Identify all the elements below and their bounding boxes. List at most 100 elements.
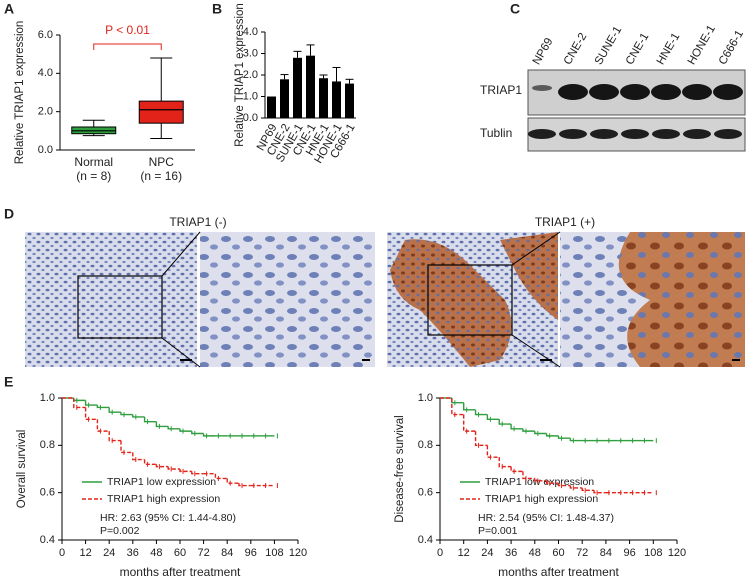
survival-step xyxy=(463,414,476,432)
y-axis-label: Relative TRIAP1 expression xyxy=(14,21,26,165)
survival-step xyxy=(96,405,110,409)
x-tick-label: 12 xyxy=(79,547,91,559)
western-blot xyxy=(527,69,746,152)
annotation: P < 0.01 xyxy=(105,23,150,37)
x-tick-label: 96 xyxy=(245,547,257,559)
annotation: P=0.001 xyxy=(478,525,518,537)
x-tick-label: 24 xyxy=(103,547,115,559)
band xyxy=(528,129,556,139)
survival-step xyxy=(155,464,169,468)
survival-step xyxy=(522,471,535,480)
bar xyxy=(306,55,315,118)
row-label: TRIAP1 xyxy=(480,83,522,97)
survival-step xyxy=(214,473,228,480)
significance-bracket xyxy=(93,43,162,50)
bar xyxy=(319,78,328,118)
y-tick-label: 1.0 xyxy=(40,392,55,404)
lane-label: HNE-1 xyxy=(655,31,683,67)
band xyxy=(620,84,650,100)
survival-step xyxy=(557,483,571,487)
bar xyxy=(293,57,302,118)
annotation: HR: 2.54 (95% CI: 1.48-4.37) xyxy=(478,512,614,524)
lane-label: CNE-2 xyxy=(562,31,590,67)
panel-label: C xyxy=(510,1,520,17)
survival-step xyxy=(486,414,500,420)
blot-bands xyxy=(528,84,743,139)
y-tick-label: 6.0 xyxy=(38,29,53,41)
survival-step xyxy=(202,433,216,437)
y-tick-label: 0.4 xyxy=(418,534,433,546)
survival-step xyxy=(463,402,476,411)
survival-step xyxy=(155,421,169,428)
inset-box xyxy=(427,264,513,336)
histology-image xyxy=(200,232,375,367)
survival-step xyxy=(557,435,571,439)
survival-step xyxy=(581,487,595,491)
stain-region xyxy=(500,232,558,320)
image-title: TRIAP1 (-) xyxy=(169,215,226,229)
y-tick-label: 1.0 xyxy=(243,90,258,102)
y-axis-label: Overall survival xyxy=(16,430,28,509)
y-tick-label: 0.8 xyxy=(418,439,433,451)
survival-step xyxy=(474,409,488,416)
x-tick-label: 60 xyxy=(552,547,564,559)
lane-label: CNE-1 xyxy=(624,31,652,67)
survival-step xyxy=(498,419,512,425)
panel-label: D xyxy=(4,206,14,222)
x-tick-label: 60 xyxy=(174,547,186,559)
x-tick-label: Normal xyxy=(74,155,113,169)
band xyxy=(590,129,618,139)
annotation: P=0.002 xyxy=(100,525,140,537)
x-tick-label: 120 xyxy=(289,547,307,559)
survival-step xyxy=(545,433,559,437)
band xyxy=(652,129,680,139)
band xyxy=(559,129,587,139)
survival-step xyxy=(143,416,157,423)
lane-label: HONE-1 xyxy=(686,23,718,67)
row-label: Tublin xyxy=(480,126,512,140)
y-tick-label: 0.8 xyxy=(40,439,55,451)
x-tick-label: 108 xyxy=(265,547,283,559)
lane-label: NP69 xyxy=(531,36,556,67)
inset-line xyxy=(511,231,561,266)
survival-step xyxy=(451,398,464,404)
survival-step xyxy=(534,478,547,482)
x-axis-label: months after treatment xyxy=(120,565,241,579)
inset-box xyxy=(77,275,163,339)
survival-step xyxy=(486,445,500,458)
survival-step xyxy=(474,431,488,447)
band xyxy=(558,84,588,100)
survival-step xyxy=(108,431,121,442)
y-tick-label: 0.4 xyxy=(40,534,55,546)
x-tick-label: 24 xyxy=(481,547,493,559)
survival-step xyxy=(108,407,121,413)
histology-image xyxy=(25,232,197,367)
band xyxy=(589,84,619,100)
inset-line xyxy=(161,231,201,277)
x-tick-label: 36 xyxy=(505,547,517,559)
survival-step xyxy=(226,478,239,484)
legend-label: TRIAP1 low expression xyxy=(107,476,216,488)
x-tick-label: 72 xyxy=(576,547,588,559)
y-tick-label: 3.0 xyxy=(243,47,258,59)
inset-line xyxy=(511,334,561,368)
y-axis-label: Disease-free survival xyxy=(394,415,406,522)
y-axis-label: Relative TRIAP1 expression xyxy=(234,3,246,147)
x-tick-label: 0 xyxy=(59,547,65,559)
x-tick-label: 72 xyxy=(197,547,209,559)
band xyxy=(651,84,681,100)
y-tick-label: 2.0 xyxy=(38,106,53,118)
annotation: HR: 2.63 (95% CI: 1.44-4.80) xyxy=(100,512,236,524)
x-tick-label: 48 xyxy=(529,547,541,559)
x-tick-label: 0 xyxy=(437,547,443,559)
y-tick-label: 0.6 xyxy=(40,487,55,499)
bar xyxy=(280,79,289,118)
lane-label: C666-1 xyxy=(717,28,746,67)
survival-step xyxy=(167,466,180,470)
group-size: (n = 8) xyxy=(76,169,111,183)
x-tick-label: 48 xyxy=(150,547,162,559)
x-tick-label: 108 xyxy=(644,547,662,559)
x-tick-label: 84 xyxy=(600,547,612,559)
image-title: TRIAP1 (+) xyxy=(535,215,595,229)
